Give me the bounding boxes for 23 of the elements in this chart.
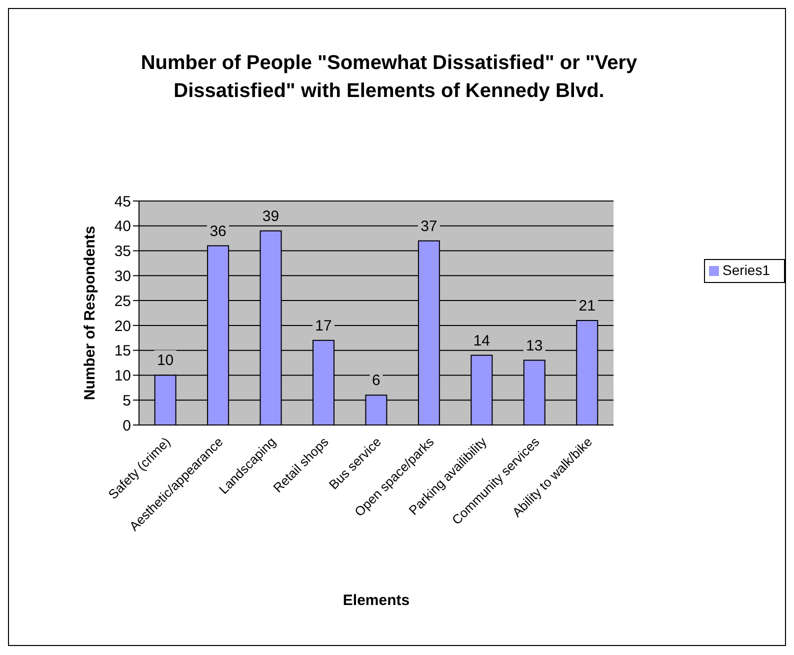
legend-label: Series1 [722, 262, 770, 278]
y-tick-label: 0 [122, 417, 131, 434]
data-label: 37 [420, 218, 438, 235]
data-label: 17 [315, 317, 332, 334]
y-tick-label: 45 [114, 193, 131, 210]
chart-title: Number of People "Somewhat Dissatisfied" or "Very Dissatisfied" with Elements of Kennedy Blvd. [140, 51, 638, 104]
y-tick-label: 35 [114, 243, 131, 260]
data-label: 21 [578, 297, 596, 314]
y-tick-label: 15 [114, 342, 131, 360]
data-label: 13 [526, 337, 543, 354]
y-axis-title: Number of Respondents [81, 226, 98, 400]
data-label: 36 [210, 222, 226, 240]
y-tick-label: 20 [114, 318, 131, 335]
data-label: 6 [372, 372, 380, 390]
data-label: 10 [156, 352, 174, 370]
y-tick-label: 30 [114, 268, 131, 285]
data-label: 39 [262, 208, 280, 225]
y-tick-label: 40 [114, 218, 131, 236]
data-label: 14 [473, 332, 490, 350]
x-axis-title: Elements [342, 592, 410, 609]
y-tick-label: 25 [114, 292, 131, 310]
y-tick-label: 10 [114, 368, 131, 385]
y-tick-label: 5 [122, 392, 131, 410]
